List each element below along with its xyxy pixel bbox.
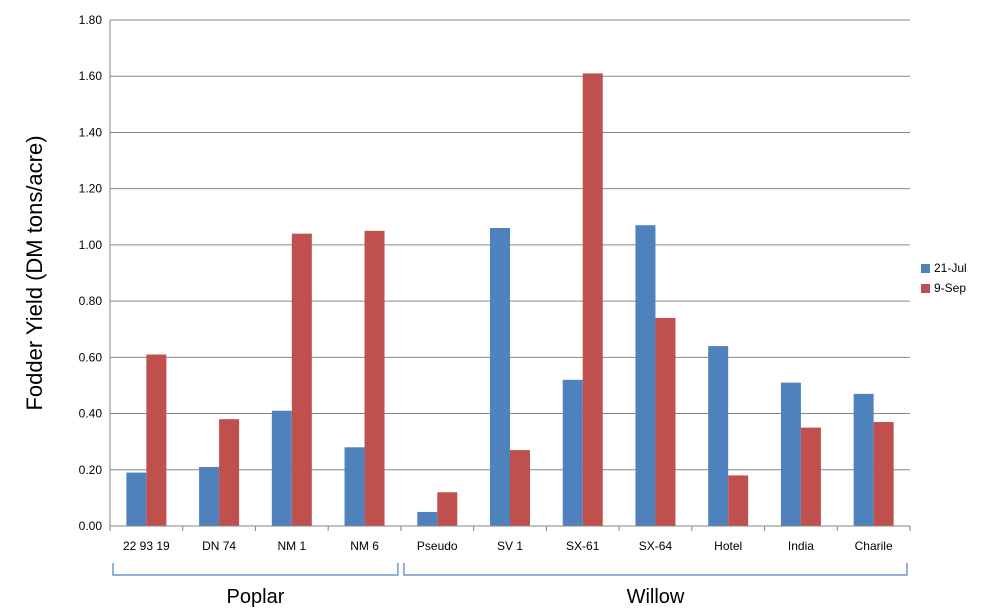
bar-21-Jul-Charile xyxy=(853,393,874,526)
x-tick-label: India xyxy=(788,539,814,553)
y-tick-label: 1.20 xyxy=(79,182,103,196)
y-tick-label: 1.80 xyxy=(79,13,103,27)
y-tick-label: 1.00 xyxy=(79,238,103,252)
bar-21-Jul-NM 1 xyxy=(271,410,292,526)
y-tick-label: 0.20 xyxy=(79,463,103,477)
bar-21-Jul-India xyxy=(780,382,801,526)
x-tick-label: SV 1 xyxy=(497,539,523,553)
group-bracket xyxy=(403,563,908,576)
bar-9-Sep-22 93 19 xyxy=(146,354,167,526)
x-tick-label: DN 74 xyxy=(202,539,236,553)
y-tick-label: 0.40 xyxy=(79,407,103,421)
y-axis-ticks: 0.00 0.20 0.40 0.60 0.80 1.00 1.20 1.40 1.60 1.80 xyxy=(79,13,103,533)
y-tick-label: 0.60 xyxy=(79,350,103,364)
x-tick-label: Pseudo xyxy=(417,539,458,553)
bar-21-Jul-SV 1 xyxy=(490,228,510,526)
bar-9-Sep-SV 1 xyxy=(510,450,530,526)
bar-9-Sep-India xyxy=(800,427,821,526)
legend: 21-Jul 9-Sep xyxy=(921,261,967,295)
y-tick-label: 0.00 xyxy=(79,519,103,533)
x-tick-label: Charile xyxy=(855,539,893,553)
x-tick-label: NM 6 xyxy=(350,539,379,553)
bar-9-Sep-DN 74 xyxy=(219,419,240,526)
y-tick-label: 1.60 xyxy=(79,69,103,83)
x-tick-label: SX-64 xyxy=(639,539,673,553)
bar-21-Jul-Pseudo xyxy=(417,511,438,526)
bar-9-Sep-NM 6 xyxy=(364,230,385,527)
group-bracket xyxy=(112,563,399,576)
bar-9-Sep-Charile xyxy=(873,421,894,526)
bar-9-Sep-SX-64 xyxy=(655,317,676,526)
bar-21-Jul-SX-64 xyxy=(635,225,656,526)
y-tick-label: 1.40 xyxy=(79,125,103,139)
x-axis xyxy=(109,20,911,531)
bar-21-Jul-DN 74 xyxy=(199,466,220,526)
y-tick-label: 0.80 xyxy=(79,294,103,308)
bar-9-Sep-SX-61 xyxy=(582,73,603,527)
x-tick-label: SX-61 xyxy=(566,539,600,553)
bar-21-Jul-NM 6 xyxy=(344,447,365,526)
bar-9-Sep-Pseudo xyxy=(437,492,458,526)
bar-21-Jul-22 93 19 xyxy=(126,472,147,526)
x-tick-label: 22 93 19 xyxy=(123,539,170,553)
category-groups: Poplar Willow xyxy=(112,563,908,608)
bar-9-Sep-NM 1 xyxy=(291,233,312,526)
legend-swatch xyxy=(921,264,930,273)
bar-21-Jul-SX-61 xyxy=(562,379,583,526)
group-label: Poplar xyxy=(227,586,285,608)
bar-21-Jul-Hotel xyxy=(708,346,729,526)
x-tick-label: Hotel xyxy=(714,539,742,553)
group-label: Willow xyxy=(627,586,685,608)
legend-label: 21-Jul xyxy=(934,261,967,275)
bars xyxy=(126,73,894,527)
x-tick-label: NM 1 xyxy=(277,539,306,553)
bar-9-Sep-Hotel xyxy=(728,475,749,526)
x-axis-ticks: 22 93 19 DN 74 NM 1 NM 6 Pseudo SV 1 SX-61 SX-6… xyxy=(123,539,893,553)
y-axis-label: Fodder Yield (DM tons/acre) xyxy=(22,135,47,410)
legend-swatch xyxy=(921,284,930,293)
legend-label: 9-Sep xyxy=(934,281,966,295)
